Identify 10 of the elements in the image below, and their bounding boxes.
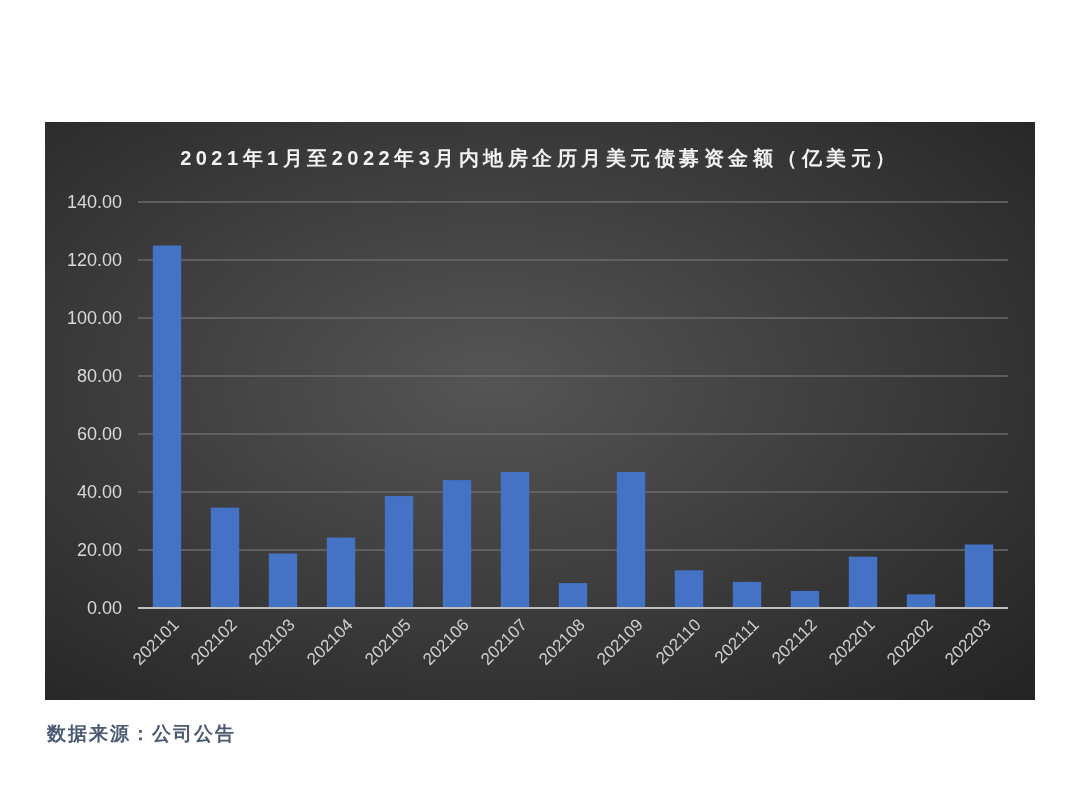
ytick-label: 0.00 xyxy=(86,598,122,618)
ytick-label: 60.00 xyxy=(76,424,122,444)
title: 2021年1月至2022年3月内地房企历月美元债募资金额（亿美元） xyxy=(180,147,900,169)
ytick-label: 100.00 xyxy=(66,308,122,328)
annotation: 数据来源：公司公告 xyxy=(47,723,236,744)
ytick-label: 40.00 xyxy=(76,482,122,502)
ytick-label: 20.00 xyxy=(76,540,122,560)
ytick-label: 80.00 xyxy=(76,366,122,386)
ytick-label: 120.00 xyxy=(66,250,122,270)
ytick-label: 140.00 xyxy=(66,192,122,212)
